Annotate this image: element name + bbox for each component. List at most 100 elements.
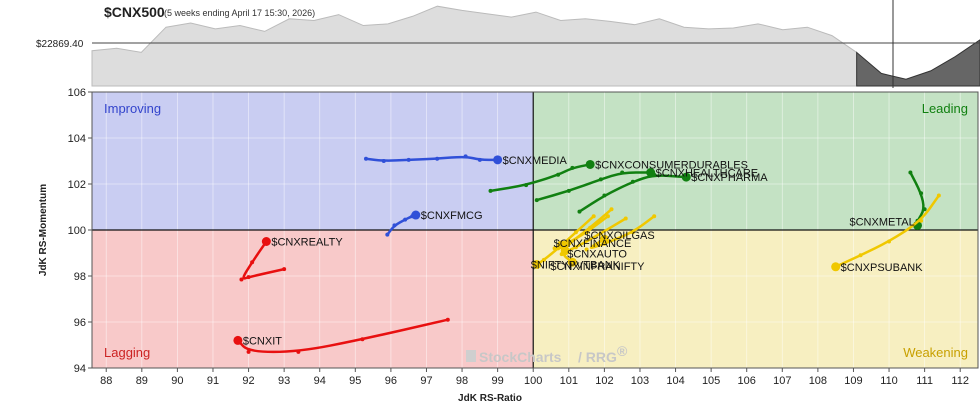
tail-point-cnxpsubank xyxy=(887,239,892,244)
tail-point-cnxoilgas xyxy=(630,230,635,235)
series-label-cnxoilgas: $CNXOILGAS xyxy=(584,230,654,242)
tail-point-cnxmetal xyxy=(908,170,913,175)
benchmark-panel: $CNX500 (5 weeks ending April 17 15:30, … xyxy=(36,0,980,88)
tail-point-cnxfmcg xyxy=(385,232,390,237)
watermark-reg-mark: ® xyxy=(617,343,628,359)
x-tick-label: 93 xyxy=(278,375,290,387)
x-tick-label: 92 xyxy=(242,375,254,387)
head-point-cnxinfranifty xyxy=(567,257,577,267)
tail-point-cnxpharma xyxy=(602,193,607,198)
series-label-niftypvtbank: $NIFTYPVTBANK xyxy=(531,260,621,272)
x-tick-label: 101 xyxy=(560,375,578,387)
x-tick-label: 108 xyxy=(809,375,827,387)
tail-point-cnxmedia xyxy=(381,159,386,163)
tail-point-cnxconsumerdurables xyxy=(570,165,575,170)
quadrants: Improving Leading Weakening Lagging xyxy=(91,91,979,369)
tail-point-niftypvtbank xyxy=(591,214,596,219)
x-tick-label: 99 xyxy=(492,375,504,387)
tail-point-cnxfmcg xyxy=(392,223,397,228)
tail-point-cnxconsumerdurables xyxy=(488,188,493,193)
quadrant-leading xyxy=(533,92,978,230)
header-subtitle: (5 weeks ending April 17 15:30, 2026) xyxy=(164,8,315,18)
series-label-cnxinfranifty: $CNXINFRANIFTY xyxy=(550,261,645,273)
series-label-cnxmetal: $CNXMETAL xyxy=(850,216,915,228)
x-tick-label: 97 xyxy=(420,375,432,387)
quadrant-label-leading: Leading xyxy=(922,101,968,116)
x-axis-title: JdK RS-Ratio xyxy=(458,393,522,404)
header-price-label: $22869.40 xyxy=(36,39,84,50)
tail-point-cnxmedia xyxy=(406,157,411,162)
x-tick-label: 91 xyxy=(207,375,219,387)
watermark: StockCharts / RRG ® xyxy=(466,343,628,365)
tail-point-niftypvtbank xyxy=(541,257,546,262)
y-tick-label: 98 xyxy=(74,271,86,283)
tail-cnxit xyxy=(236,318,450,354)
quadrant-weakening xyxy=(533,230,978,368)
tail-niftypvtbank xyxy=(535,214,595,266)
x-tick-label: 88 xyxy=(100,375,112,387)
tail-point-cnxauto xyxy=(573,245,578,250)
series-label-cnxpharma: $CNXPHARMA xyxy=(691,172,768,184)
y-tick-label: 94 xyxy=(74,363,86,375)
tail-cnxoilgas xyxy=(589,214,656,249)
x-tick-label: 107 xyxy=(773,375,791,387)
x-tick-label: 102 xyxy=(595,375,613,387)
header-symbol: $CNX500 xyxy=(104,4,165,20)
series-label-cnxrealty: $CNXREALTY xyxy=(271,237,343,249)
benchmark-area xyxy=(91,5,980,87)
tail-point-cnxhealthcare xyxy=(566,188,571,193)
x-tick-label: 96 xyxy=(385,375,397,387)
head-point-cnxoilgas xyxy=(599,234,609,244)
tail-cnxmedia xyxy=(364,155,499,162)
head-point-cnxfmcg xyxy=(411,210,421,220)
series-label-cnxmedia: $CNXMEDIA xyxy=(503,155,568,167)
quadrant-lagging xyxy=(92,230,534,368)
tail-point-cnxmedia xyxy=(463,154,468,159)
x-tick-label: 105 xyxy=(702,375,720,387)
watermark-brand: StockCharts xyxy=(479,349,562,365)
tail-point-cnxhealthcare xyxy=(620,170,625,175)
x-tick-label: 109 xyxy=(844,375,862,387)
tail-point-cnxpsubank xyxy=(858,253,863,258)
y-axis-ticks: 94 96 98 100 102 104 106 xyxy=(68,87,92,375)
tail-point-cnxpharma xyxy=(630,179,635,184)
tail-point-cnxmetal xyxy=(919,191,924,196)
series-label-cnxfmcg: $CNXFMCG xyxy=(421,210,483,222)
x-tick-label: 100 xyxy=(524,375,542,387)
tail-point-cnxrealty xyxy=(282,267,287,272)
head-point-cnxit xyxy=(233,335,243,345)
tail-point-cnxrealty xyxy=(246,275,251,280)
series-label-cnxconsumerdurables: $CNXCONSUMERDURABLES xyxy=(595,159,748,171)
x-tick-label: 110 xyxy=(880,375,898,387)
tail-point-niftypvtbank xyxy=(573,230,578,235)
tail-point-cnxmedia xyxy=(363,156,368,161)
x-tick-label: 112 xyxy=(951,375,969,387)
x-tick-label: 95 xyxy=(349,375,361,387)
tail-point-cnxrealty xyxy=(250,260,255,265)
y-tick-label: 100 xyxy=(68,225,86,237)
tail-point-cnxrealty xyxy=(239,277,244,282)
x-tick-label: 94 xyxy=(314,375,326,387)
tail-point-cnxmetal xyxy=(922,207,927,212)
head-point-cnxconsumerdurables xyxy=(585,159,595,169)
tail-point-cnxoilgas xyxy=(652,214,657,219)
x-axis-ticks: 88 89 90 91 92 93 94 95 96 97 98 99 100 101 102 103 104 1… xyxy=(100,368,969,387)
head-point-cnxpharma xyxy=(681,172,691,182)
head-point-cnxmedia xyxy=(493,155,503,165)
head-point-cnxpsubank xyxy=(831,262,841,272)
tail-point-cnxhealthcare xyxy=(534,198,539,203)
tail-point-cnxpharma xyxy=(652,172,657,177)
tail-point-cnxinfranifty xyxy=(609,207,614,212)
quadrant-label-weakening: Weakening xyxy=(903,345,968,360)
series-label-cnxit: $CNXIT xyxy=(243,335,282,347)
tail-point-cnxit xyxy=(360,337,365,342)
tail-point-cnxfmcg xyxy=(403,217,408,222)
tail-point-cnxauto xyxy=(598,231,603,236)
x-tick-label: 89 xyxy=(136,375,148,387)
x-tick-label: 98 xyxy=(456,375,468,387)
y-tick-label: 106 xyxy=(68,87,86,99)
tail-cnxpsubank xyxy=(834,194,941,269)
x-tick-label: 104 xyxy=(666,375,684,387)
watermark-product: / RRG xyxy=(578,349,617,365)
tail-point-cnxinfranifty xyxy=(566,241,571,246)
